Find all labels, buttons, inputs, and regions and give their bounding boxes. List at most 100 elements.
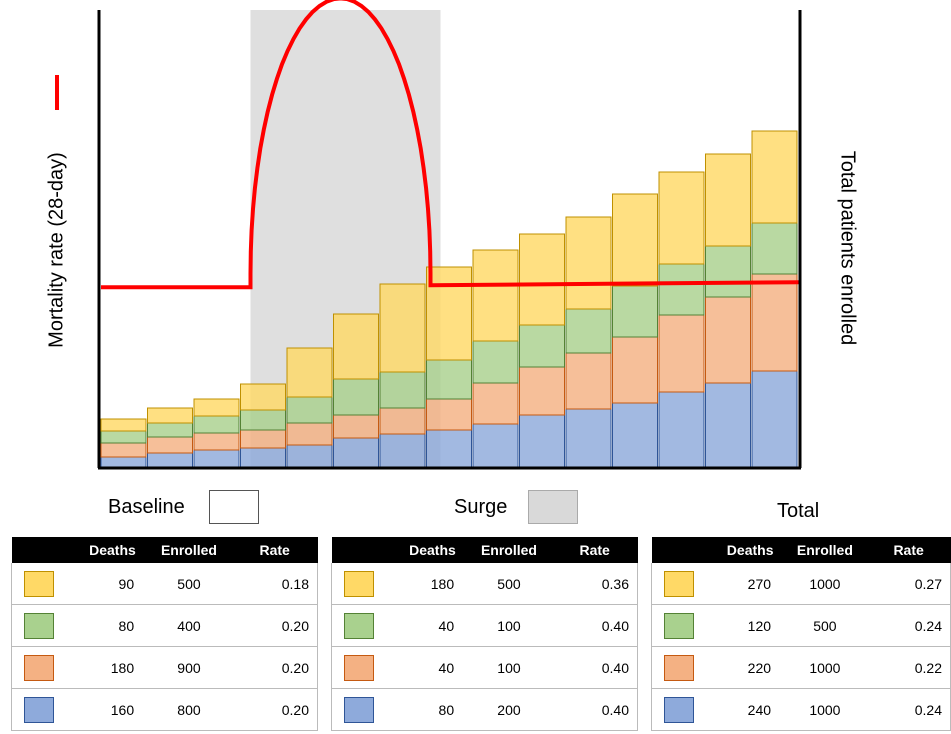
bar-segment (333, 414, 379, 439)
bar-segment (147, 422, 193, 438)
bar-segment (286, 422, 333, 446)
rate-cell: 0.40 (551, 646, 638, 689)
rate-cell: 0.22 (866, 646, 951, 689)
color-swatch-cell (330, 604, 399, 647)
bar-segment (751, 222, 798, 275)
deaths-cell: 40 (398, 604, 467, 647)
color-swatch-cell (10, 646, 79, 689)
bar-segment (379, 283, 426, 373)
total-table: Deaths Enrolled Rate 270 1000 0.27 120 500 0.24 2… (651, 537, 951, 731)
bar-segment (658, 263, 705, 316)
color-swatch (664, 612, 694, 639)
color-swatch-cell (10, 688, 79, 731)
bar-segment (286, 396, 333, 424)
table-row: 180 500 0.36 (330, 563, 638, 605)
enrolled-cell: 1000 (783, 646, 867, 689)
bar-segment (100, 430, 147, 444)
column-header: Enrolled (783, 537, 867, 563)
bar-segment (193, 415, 240, 434)
bar-segment (472, 249, 519, 342)
bar-segment (286, 347, 333, 398)
deaths-cell: 270 (717, 563, 784, 605)
bar-segment (100, 418, 147, 432)
column-header: Deaths (398, 537, 467, 563)
color-swatch (24, 696, 54, 723)
bar-segment (100, 442, 147, 458)
color-swatch (24, 654, 54, 681)
bar-segment (751, 130, 798, 224)
rate-cell: 0.24 (866, 604, 951, 647)
rate-cell: 0.20 (231, 604, 318, 647)
bar-segment (565, 216, 612, 310)
bar-segment (705, 153, 751, 247)
bar-segment (519, 324, 565, 368)
rate-cell: 0.24 (866, 688, 951, 731)
column-header: Deaths (78, 537, 147, 563)
bar-segment (472, 340, 519, 384)
color-swatch (24, 570, 54, 597)
enrolled-cell: 500 (466, 563, 552, 605)
color-swatch-cell (651, 688, 718, 731)
bar-segment (193, 449, 240, 468)
color-swatch (344, 570, 374, 597)
bar-segment (751, 273, 798, 372)
enrolled-cell: 100 (466, 646, 552, 689)
table-row: 40 100 0.40 (330, 646, 638, 689)
color-swatch-cell (651, 646, 718, 689)
color-swatch-cell (10, 604, 79, 647)
enrolled-cell: 1000 (783, 688, 867, 731)
table-row: 90 500 0.18 (10, 563, 318, 605)
enrolled-cell: 800 (146, 688, 232, 731)
column-header: Deaths (717, 537, 784, 563)
color-swatch-cell (10, 563, 79, 605)
deaths-cell: 220 (717, 646, 784, 689)
bar-segment (705, 382, 751, 468)
bar-segment (147, 407, 193, 424)
surge-legend-swatch (528, 490, 578, 524)
rate-cell: 0.40 (551, 604, 638, 647)
bar-segment (658, 391, 705, 468)
bar-segment (426, 359, 472, 400)
color-swatch (664, 570, 694, 597)
rate-cell: 0.27 (866, 563, 951, 605)
bar-segment (472, 423, 519, 468)
deaths-cell: 180 (398, 563, 467, 605)
column-header (11, 537, 79, 563)
bar-segment (612, 193, 658, 287)
table-header-row: Deaths Enrolled Rate (651, 537, 951, 563)
bar-segment (519, 366, 565, 416)
total-legend-label: Total (777, 500, 820, 522)
rate-cell: 0.36 (551, 563, 638, 605)
bar-segment (379, 371, 426, 409)
rate-cell: 0.20 (231, 688, 318, 731)
bar-segment (333, 437, 379, 468)
y-axis-right-label: Total patients enrolled (836, 150, 859, 346)
baseline-legend-swatch (209, 490, 259, 524)
column-header (651, 537, 718, 563)
bar-segment (565, 352, 612, 410)
bar-segment (240, 409, 286, 431)
table-row: 180 900 0.20 (10, 646, 318, 689)
rate-cell: 0.18 (231, 563, 318, 605)
bar-segment (612, 402, 658, 468)
rate-cell: 0.40 (551, 688, 638, 731)
bar-segment (565, 308, 612, 354)
deaths-cell: 40 (398, 646, 467, 689)
deaths-cell: 90 (78, 563, 147, 605)
deaths-cell: 80 (78, 604, 147, 647)
column-header: Enrolled (466, 537, 552, 563)
color-swatch (344, 696, 374, 723)
bar-segment (705, 245, 751, 298)
bar-segment (193, 398, 240, 417)
table-header-row: Deaths Enrolled Rate (11, 537, 318, 563)
color-swatch-cell (651, 604, 718, 647)
color-swatch-cell (330, 563, 399, 605)
bar-segment (379, 433, 426, 468)
bar-segment (333, 313, 379, 380)
deaths-cell: 180 (78, 646, 147, 689)
table-row: 80 400 0.20 (10, 604, 318, 647)
chart-plot (55, 0, 802, 470)
bar-segment (100, 456, 147, 468)
enrolled-cell: 400 (146, 604, 232, 647)
table-row: 120 500 0.24 (651, 604, 951, 647)
